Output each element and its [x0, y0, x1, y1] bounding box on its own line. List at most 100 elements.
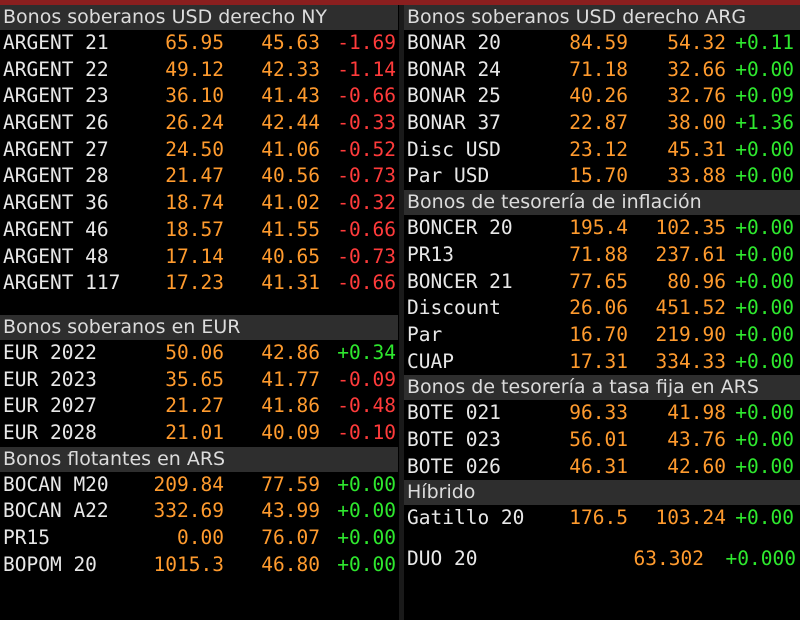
bond-row-argent-21[interactable]: ARGENT 21 65.95 45.63 -1.69 [0, 30, 398, 57]
left-panel: Bonos soberanos USD derecho NY ARGENT 21 6… [0, 5, 398, 620]
bond-change: +0.00 [735, 506, 794, 530]
bond-price: 84.59 [569, 31, 628, 54]
bond-name: ARGENT 21 [3, 31, 109, 54]
bond-row-cuap[interactable]: CUAP 17.31 334.33 +0.00 [404, 349, 800, 376]
bond-yield: 451.52 [655, 296, 726, 320]
bond-row-bonar-20[interactable]: BONAR 20 84.59 54.32 +0.11 [404, 30, 800, 57]
bond-row-argent-28[interactable]: ARGENT 28 21.47 40.56 -0.73 [0, 163, 398, 190]
bond-name: BONAR 20 [407, 31, 501, 54]
bond-row-bonar-37[interactable]: BONAR 37 22.87 38.00 +1.36 [404, 110, 800, 137]
bond-name: ARGENT 46 [3, 217, 109, 241]
bond-row-argent-117[interactable]: ARGENT 117 17.23 41.31 -0.66 [0, 270, 398, 297]
bond-row-bopom-20[interactable]: BOPOM 20 1015.3 46.80 +0.00 [0, 552, 398, 579]
bond-yield: 41.06 [261, 137, 320, 161]
bond-row-argent-48[interactable]: ARGENT 48 17.14 40.65 -0.73 [0, 244, 398, 271]
bond-price: 46.31 [569, 454, 628, 478]
bond-row-argent-22[interactable]: ARGENT 22 49.12 42.33 -1.14 [0, 57, 398, 84]
bond-row-pr15[interactable]: PR15 0.00 76.07 +0.00 [0, 525, 398, 552]
bond-name: PR13 [407, 242, 454, 266]
bond-row-boncer-20[interactable]: BONCER 20 195.4 102.35 +0.00 [404, 215, 800, 242]
bond-change: +0.34 [337, 340, 396, 364]
bond-change: +0.000 [725, 547, 796, 570]
bond-change: +0.00 [735, 296, 794, 320]
bond-row-bote-021[interactable]: BOTE 021 96.33 41.98 +0.00 [404, 400, 800, 427]
bond-yield: 41.02 [261, 191, 320, 215]
bond-row-argent-36[interactable]: ARGENT 36 18.74 41.02 -0.32 [0, 190, 398, 217]
bond-change: +0.00 [735, 427, 794, 451]
bond-row-boncer-21[interactable]: BONCER 21 77.65 80.96 +0.00 [404, 269, 800, 296]
bond-yield: 41.43 [261, 84, 320, 108]
bond-change: +0.00 [735, 164, 794, 188]
bond-yield: 42.44 [261, 111, 320, 135]
bond-row-eur-2022[interactable]: EUR 2022 50.06 42.86 +0.34 [0, 340, 398, 367]
bond-row-eur-2027[interactable]: EUR 2027 21.27 41.86 -0.48 [0, 393, 398, 420]
bond-change: -0.73 [337, 244, 396, 268]
section-gap [0, 297, 398, 315]
bond-price: 49.12 [165, 57, 224, 81]
bond-row-discount[interactable]: Discount 26.06 451.52 +0.00 [404, 295, 800, 322]
bond-change: +0.00 [735, 269, 794, 293]
bond-row-eur-2023[interactable]: EUR 2023 35.65 41.77 -0.09 [0, 367, 398, 394]
bond-name: BOPOM 20 [3, 552, 97, 576]
bond-yield: 102.35 [655, 216, 726, 240]
bond-name: Disc USD [407, 137, 501, 161]
bond-yield: 41.31 [261, 271, 320, 295]
bond-name: BONCER 21 [407, 269, 513, 293]
bond-name: BOTE 026 [407, 454, 501, 478]
bond-price: 1015.3 [153, 552, 224, 576]
bond-change: -0.52 [337, 137, 396, 161]
bond-name: Par USD [407, 164, 490, 188]
bond-yield: 41.55 [261, 217, 320, 241]
section-header: Híbrido [404, 480, 800, 506]
bond-row-par-usd[interactable]: Par USD 15.70 33.88 +0.00 [404, 163, 800, 190]
bond-name: BONCER 20 [407, 216, 513, 240]
bond-row-bote-026[interactable]: BOTE 026 46.31 42.60 +0.00 [404, 454, 800, 481]
bond-price: 195.4 [569, 216, 628, 240]
bond-row-bonar-25[interactable]: BONAR 25 40.26 32.76 +0.09 [404, 83, 800, 110]
bond-change: -0.48 [337, 394, 396, 418]
bond-name: ARGENT 23 [3, 84, 109, 108]
bond-name: ARGENT 117 [3, 271, 121, 295]
bond-name: BOTE 021 [407, 401, 501, 425]
bond-row-argent-23[interactable]: ARGENT 23 36.10 41.43 -0.66 [0, 83, 398, 110]
bond-row-argent-26[interactable]: ARGENT 26 26.24 42.44 -0.33 [0, 110, 398, 137]
bond-change: +0.00 [735, 401, 794, 425]
bond-yield: 41.86 [261, 394, 320, 418]
bond-row-disc-usd[interactable]: Disc USD 23.12 45.31 +0.00 [404, 137, 800, 164]
bond-name: CUAP [407, 349, 454, 373]
bond-row-gatillo-20[interactable]: Gatillo 20 176.5 103.24 +0.00 [404, 505, 800, 532]
bond-price: 176.5 [569, 506, 628, 530]
bond-yield: 41.77 [261, 367, 320, 391]
bond-price: 24.50 [165, 137, 224, 161]
bond-change: +0.00 [735, 454, 794, 478]
bond-change: +0.00 [337, 472, 396, 496]
bond-row-bocan-m20[interactable]: BOCAN M20 209.84 77.59 +0.00 [0, 472, 398, 499]
bond-row-duo-20[interactable]: DUO 20 63.302 +0.000 [404, 546, 800, 573]
bond-price: 15.70 [569, 164, 628, 188]
bond-change: -1.69 [337, 31, 396, 54]
bond-price: 23.12 [569, 137, 628, 161]
bond-change: +0.00 [735, 349, 794, 373]
bond-row-par[interactable]: Par 16.70 219.90 +0.00 [404, 322, 800, 349]
bond-row-eur-2028[interactable]: EUR 2028 21.01 40.09 -0.10 [0, 420, 398, 447]
bond-yield: 219.90 [655, 322, 726, 346]
bond-row-argent-46[interactable]: ARGENT 46 18.57 41.55 -0.66 [0, 217, 398, 244]
bond-name: BONAR 25 [407, 84, 501, 108]
bond-price: 209.84 [153, 472, 224, 496]
bond-row-bocan-a22[interactable]: BOCAN A22 332.69 43.99 +0.00 [0, 498, 398, 525]
bond-row-bonar-24[interactable]: BONAR 24 71.18 32.66 +0.00 [404, 57, 800, 84]
bond-price: 21.01 [165, 420, 224, 444]
bond-price: 17.31 [569, 349, 628, 373]
bond-yield: 32.66 [667, 57, 726, 81]
bond-row-argent-27[interactable]: ARGENT 27 24.50 41.06 -0.52 [0, 137, 398, 164]
bond-yield: 45.31 [667, 137, 726, 161]
bond-change: -0.66 [337, 217, 396, 241]
bond-row-bote-023[interactable]: BOTE 023 56.01 43.76 +0.00 [404, 427, 800, 454]
bond-yield: 76.07 [261, 526, 320, 549]
bond-name: ARGENT 28 [3, 164, 109, 188]
bond-row-pr13[interactable]: PR13 71.88 237.61 +0.00 [404, 242, 800, 269]
bond-price: 16.70 [569, 322, 628, 346]
bond-yield: 38.00 [667, 111, 726, 135]
bond-price: 17.14 [165, 244, 224, 268]
bond-price: 26.24 [165, 111, 224, 135]
